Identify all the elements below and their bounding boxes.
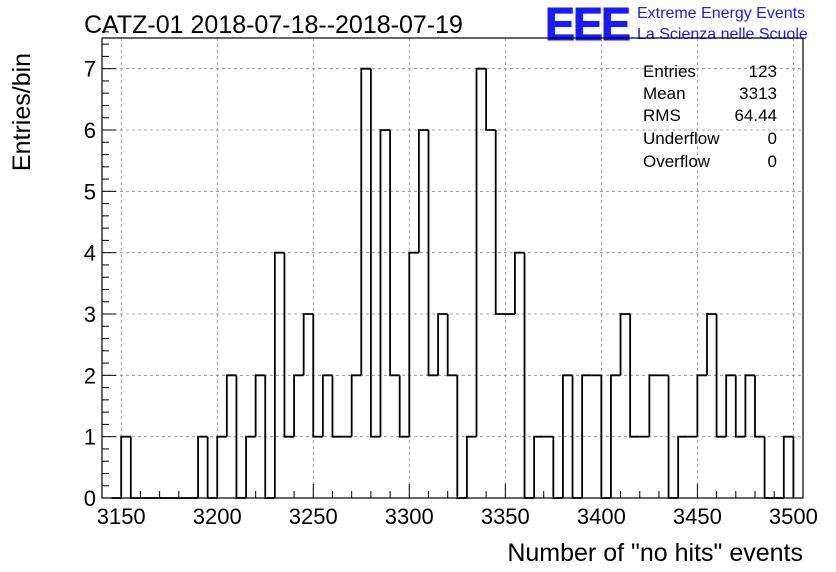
histogram-bin [350, 374, 362, 437]
histogram-bin [466, 435, 477, 498]
histogram-bin [369, 68, 381, 438]
histogram-bin [744, 374, 755, 437]
histogram-bin [696, 374, 707, 437]
histogram-bin [197, 435, 208, 498]
histogram-bin [245, 435, 256, 498]
histogram-bin [398, 375, 410, 438]
axis-ticks [101, 31, 794, 499]
histogram-bin [677, 435, 688, 498]
histogram-bin [706, 313, 717, 376]
y-tick-label: 3 [84, 302, 96, 327]
histogram-bin [206, 436, 218, 499]
histogram-bin [754, 375, 765, 438]
histogram-bin [360, 67, 371, 376]
histogram-bin [648, 374, 659, 437]
stat-underflow-label: Underflow [643, 129, 720, 148]
chart-title: CATZ-01 2018-07-18--2018-07-19 [84, 11, 463, 39]
histogram-bin [715, 314, 727, 438]
plot-frame [101, 37, 804, 499]
histogram-bin [283, 252, 295, 438]
y-tick-label: 2 [84, 363, 96, 388]
y-tick-label: 4 [84, 241, 96, 266]
x-tick-label: 3500 [769, 504, 818, 529]
histogram-bin [437, 313, 448, 376]
stats-box: Entries 123 Mean 3313 RMS 64.44 Underflo… [643, 62, 777, 171]
stat-mean-label: Mean [643, 84, 686, 103]
histogram-bin [379, 129, 391, 437]
histogram-bin [321, 374, 333, 437]
histogram-bin [331, 375, 343, 438]
x-tick-label: 3400 [577, 504, 626, 529]
x-tick-label: 3450 [673, 504, 722, 529]
histogram-bin [312, 314, 323, 438]
eee-logo: EEE Extreme Energy Events La Scienza nel… [545, 0, 808, 51]
eee-logo-line1: Extreme Energy Events [637, 5, 805, 22]
histogram-bin [446, 314, 458, 377]
histogram-bin [734, 375, 746, 438]
stat-overflow-value: 0 [768, 152, 777, 171]
x-tick-label: 3300 [385, 504, 434, 529]
histogram-bin [610, 374, 621, 498]
stat-mean-value: 3313 [739, 84, 777, 103]
histogram-bin [225, 374, 237, 437]
y-tick-label: 6 [84, 118, 96, 143]
histogram-bin [302, 313, 314, 376]
histogram-bin [273, 251, 285, 498]
y-tick-label: 5 [84, 179, 96, 204]
y-tick-label: 7 [84, 57, 96, 82]
histogram-bin [619, 313, 631, 376]
histogram-bin [485, 68, 496, 131]
histogram-bin [475, 67, 487, 437]
histogram-bin [417, 129, 429, 253]
histogram-bin [629, 314, 640, 438]
eee-logo-mark: EEE [545, 0, 629, 50]
x-tick-label: 3150 [97, 504, 146, 529]
histogram-bin [514, 251, 525, 314]
histogram-bin [129, 436, 141, 499]
histogram-bin [389, 130, 400, 377]
histogram-bin [254, 374, 266, 437]
stat-entries-value: 123 [749, 62, 777, 81]
histogram-bin [216, 435, 227, 498]
histogram-bin [533, 435, 544, 498]
histogram-bin [293, 374, 304, 437]
stat-underflow-value: 0 [768, 129, 777, 148]
stat-rms-value: 64.44 [734, 106, 777, 125]
histogram-bin [581, 374, 592, 498]
histogram-bin [763, 436, 775, 499]
histogram-bin [494, 130, 506, 315]
histogram-bin [408, 251, 419, 437]
histogram-bin [427, 130, 439, 377]
y-axis-label: Entries/bin [8, 53, 36, 171]
x-tick-label: 3250 [289, 504, 338, 529]
histogram-bin [782, 435, 794, 498]
x-axis-label: Number of "no hits" events [507, 539, 803, 567]
histogram-bin [120, 435, 131, 498]
eee-logo-line2: La Scienza nelle Scuole [637, 26, 808, 43]
x-tick-label: 3200 [193, 504, 242, 529]
histogram-bin [725, 374, 736, 437]
histogram-bin [562, 374, 573, 498]
stat-overflow-label: Overflow [643, 152, 711, 171]
histogram-bin [552, 436, 563, 499]
x-tick-label: 3350 [481, 504, 530, 529]
y-tick-label: 0 [84, 486, 96, 511]
y-tick-label: 1 [84, 425, 96, 450]
stat-entries-label: Entries [643, 62, 696, 81]
stat-rms-label: RMS [643, 106, 681, 125]
